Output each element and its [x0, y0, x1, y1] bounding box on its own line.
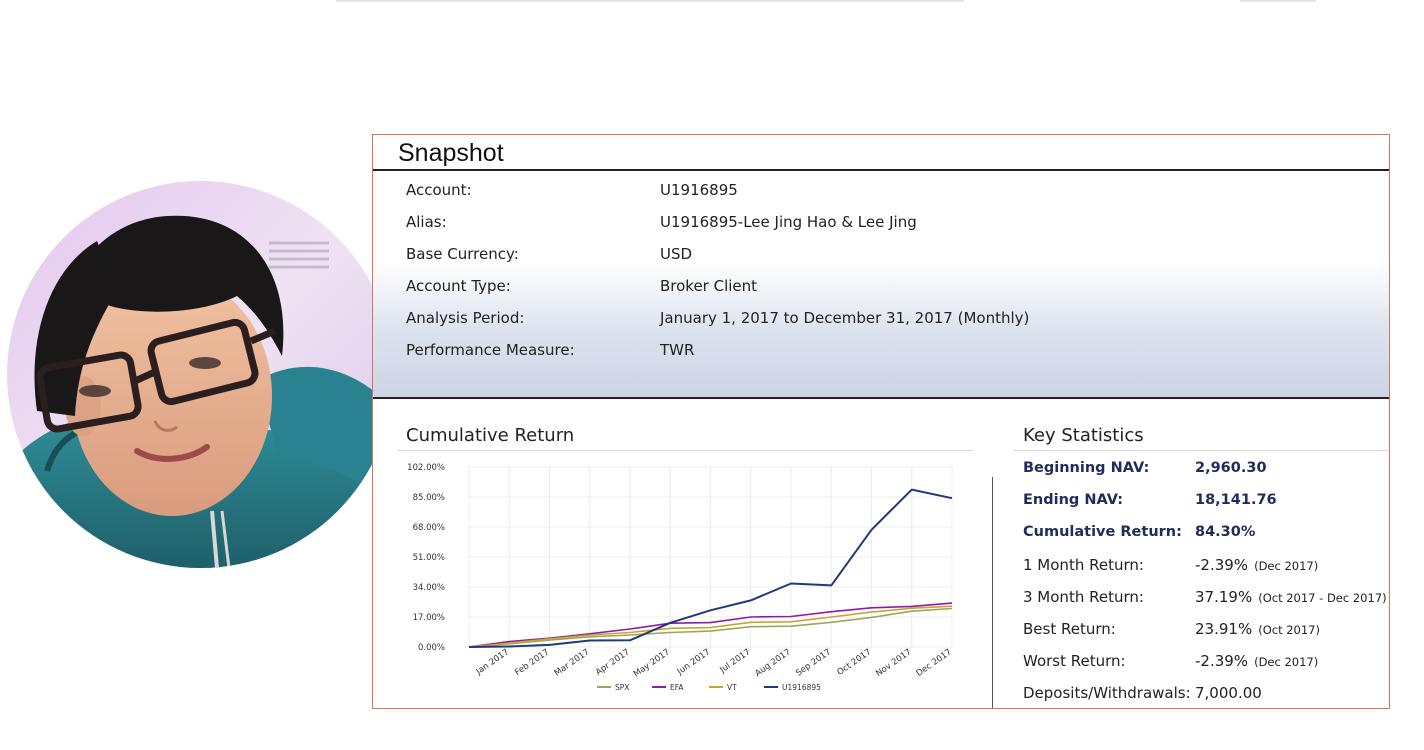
x-tick-label: Feb 2017: [513, 647, 551, 678]
x-tick-label: Dec 2017: [915, 647, 954, 679]
info-divider: [373, 397, 1389, 399]
info-value: U1916895: [660, 181, 738, 199]
info-label: Alias:: [406, 213, 447, 231]
x-tick-label: Jul 2017: [718, 647, 753, 676]
series-line-vt: [468, 605, 953, 648]
top-edge-line-right: [1240, 0, 1316, 2]
x-tick-label: Aug 2017: [753, 647, 792, 679]
x-tick-label: Sep 2017: [794, 647, 833, 678]
key-statistics-title: Key Statistics: [1023, 425, 1144, 446]
x-tick-label: Apr 2017: [594, 647, 632, 678]
stat-value: 84.30%: [1195, 524, 1256, 540]
legend-label-vt: VT: [727, 683, 737, 692]
y-tick-label: 68.00%: [413, 523, 445, 533]
info-label: Performance Measure:: [406, 341, 575, 359]
panel-title: Snapshot: [398, 139, 504, 167]
avatar-photo: [7, 181, 394, 568]
info-value: TWR: [660, 341, 695, 359]
info-label: Account Type:: [406, 277, 511, 295]
info-label: Base Currency:: [406, 245, 519, 263]
x-tick-label: Jun 2017: [675, 647, 712, 677]
stat-label: Beginning NAV:: [1023, 460, 1150, 476]
stat-label: 1 Month Return:: [1023, 556, 1144, 574]
stat-value: 18,141.76: [1195, 492, 1277, 508]
stat-label: Ending NAV:: [1023, 492, 1124, 508]
x-tick-label: Nov 2017: [874, 647, 913, 679]
cumulative-return-title: Cumulative Return: [406, 425, 575, 446]
info-value: January 1, 2017 to December 31, 2017 (Mo…: [660, 309, 1030, 327]
cumulative-return-chart: 0.00% 17.00% 34.00% 51.00% 68.00% 85.00% 102.0…: [407, 463, 954, 692]
y-tick-label: 17.00%: [413, 613, 445, 623]
key-statistics-rule: [1013, 450, 1389, 451]
legend-label-u1916895: U1916895: [782, 683, 821, 692]
info-value: USD: [660, 245, 693, 263]
stat-label: 3 Month Return:: [1023, 588, 1144, 606]
vertical-divider: [992, 477, 993, 708]
info-value: Broker Client: [660, 277, 758, 295]
account-info-section: Account: U1916895 Alias: U1916895-Lee Ji…: [373, 171, 1389, 397]
cumulative-return-rule: [397, 450, 973, 451]
stat-value: 2,960.30: [1195, 460, 1267, 476]
title-divider: [373, 169, 1389, 171]
series-line-u1916895: [468, 488, 953, 648]
stat-value: 23.91% (Oct 2017): [1195, 620, 1320, 638]
stat-value: 7,000.00: [1195, 684, 1262, 702]
stat-value: 37.19% (Oct 2017 - Dec 2017): [1195, 588, 1387, 606]
y-tick-label: 85.00%: [413, 493, 445, 503]
y-tick-label: 34.00%: [413, 583, 445, 593]
avatar: [7, 181, 394, 568]
y-tick-label: 102.00%: [407, 463, 445, 473]
x-tick-label: Jan 2017: [474, 647, 511, 677]
info-label: Analysis Period:: [406, 309, 525, 327]
stat-label: Best Return:: [1023, 620, 1116, 638]
info-value: U1916895-Lee Jing Hao & Lee Jing: [660, 213, 917, 231]
x-tick-label: Oct 2017: [836, 647, 874, 678]
legend-label-spx: SPX: [615, 683, 629, 692]
x-tick-label: May 2017: [632, 647, 672, 679]
x-tick-label: Mar 2017: [553, 647, 592, 678]
y-tick-label: 51.00%: [413, 553, 445, 563]
top-edge-line-left: [336, 0, 964, 2]
stat-value: -2.39% (Dec 2017): [1195, 556, 1319, 574]
glasses: [36, 318, 277, 433]
info-label: Account:: [406, 181, 472, 199]
snapshot-panel: Snapshot Account: U1916895 Alias: U19168…: [372, 134, 1390, 709]
stat-label: Worst Return:: [1023, 652, 1126, 670]
stat-label: Cumulative Return:: [1023, 524, 1182, 540]
stat-label: Deposits/Withdrawals:: [1023, 684, 1191, 702]
y-tick-label: 0.00%: [418, 643, 445, 653]
legend-label-efa: EFA: [670, 683, 684, 692]
series-line-spx: [468, 607, 953, 648]
stat-value: -2.39% (Dec 2017): [1195, 652, 1319, 670]
